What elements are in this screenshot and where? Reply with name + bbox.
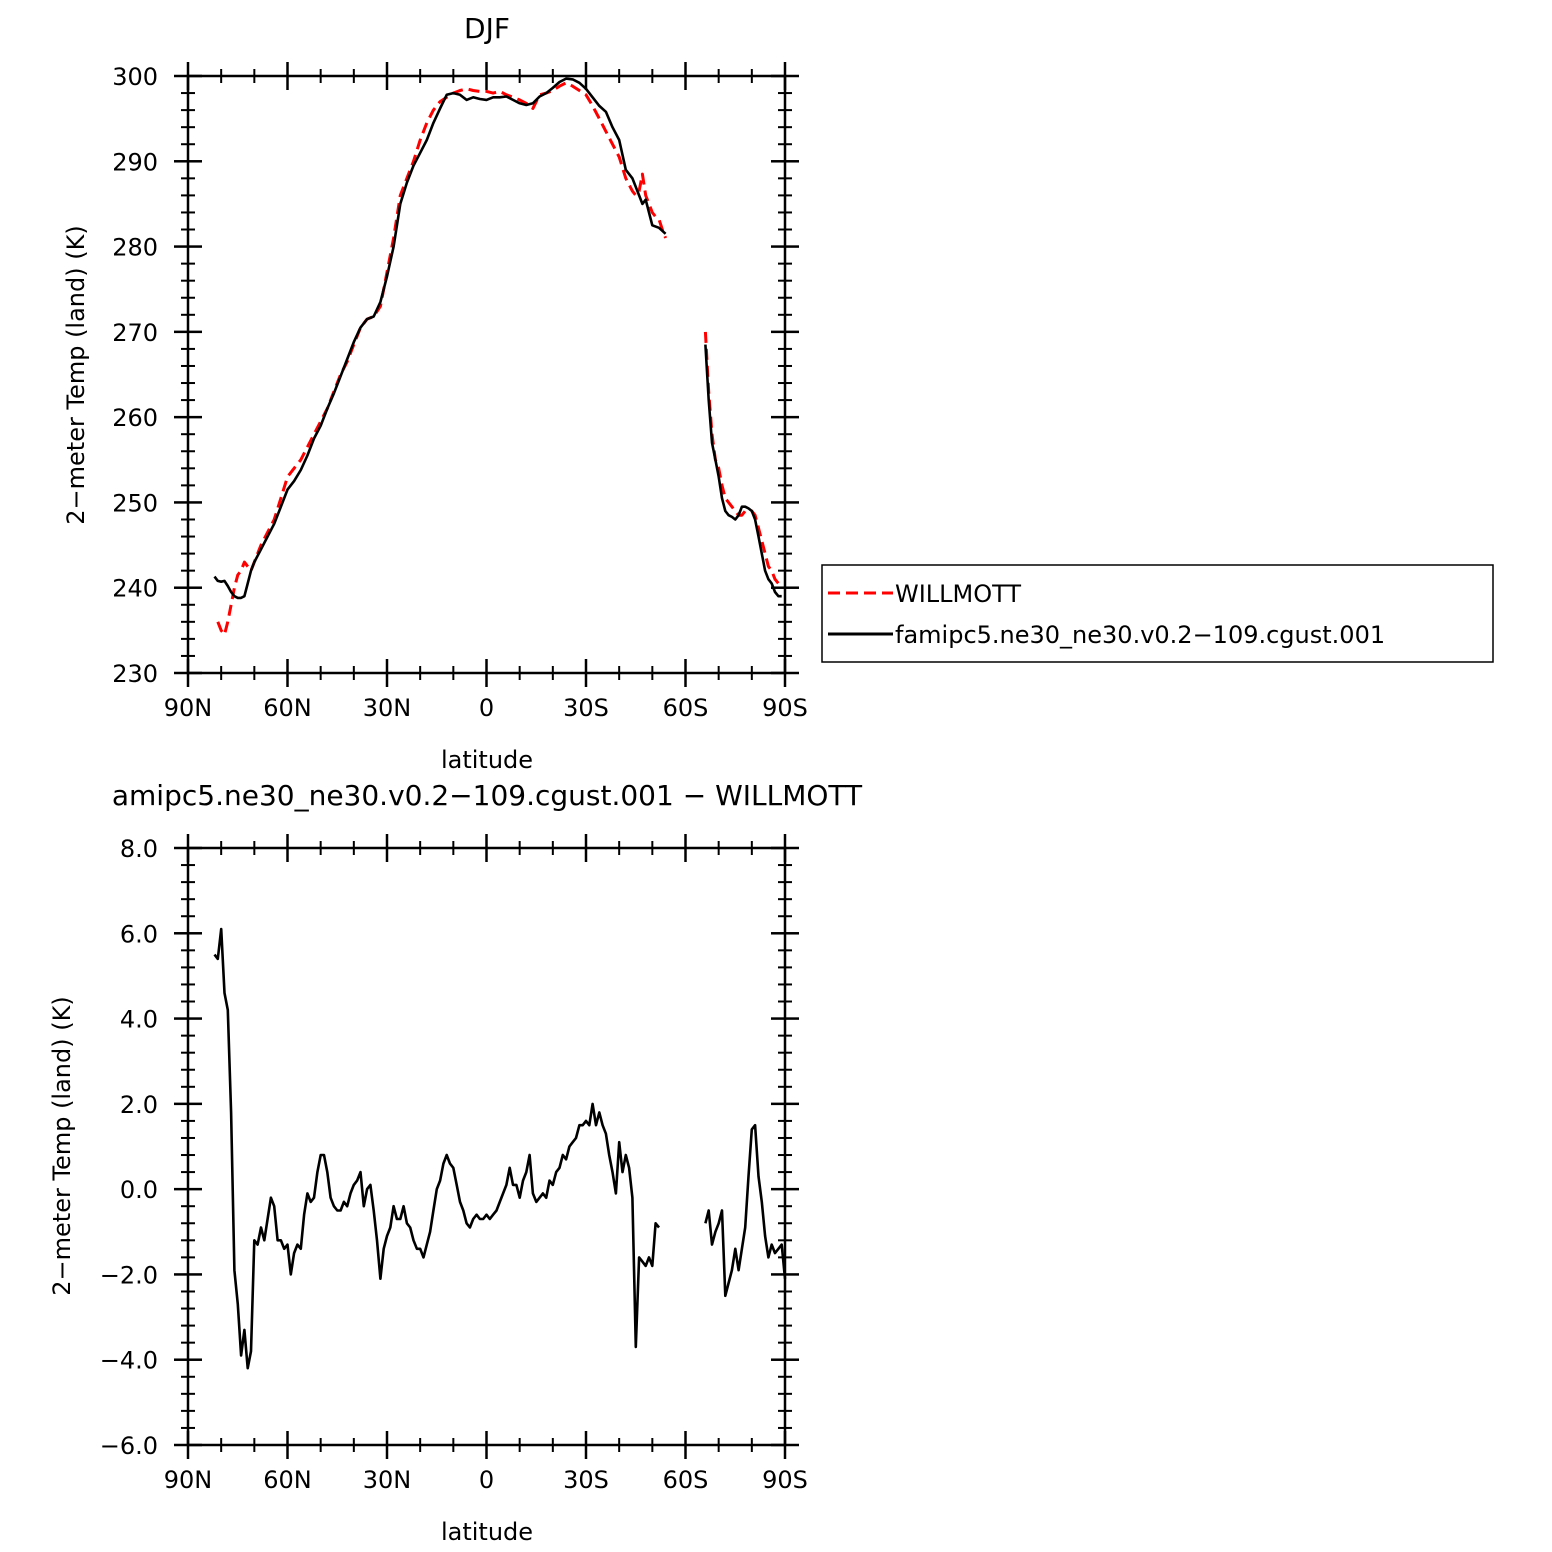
bottom-tick-labels: 90N 60N 30N 0 30S 60S 90S −6.0 −4.0 −2.0 0.0 2.0 4.0… <box>100 835 808 1494</box>
bottom-series-0-segment-1 <box>704 1123 787 1298</box>
bottom-y-tick-label: −2.0 <box>100 1261 158 1289</box>
bottom-y-tick-label: 0.0 <box>120 1176 158 1204</box>
top-y-tick-label: 300 <box>112 63 158 91</box>
top-axes-ticks <box>174 62 799 687</box>
top-y-axis-label: 2−meter Temp (land) (K) <box>62 225 90 524</box>
top-series-1-segment-0 <box>213 77 667 600</box>
top-y-tick-label: 270 <box>112 319 158 347</box>
top-y-tick-label: 250 <box>112 489 158 517</box>
legend-label-willmott: WILLMOTT <box>895 580 1021 608</box>
bottom-y-tick-label: 4.0 <box>120 1006 158 1034</box>
bottom-x-tick-label: 60S <box>663 1466 709 1494</box>
top-x-tick-label: 90N <box>164 694 213 722</box>
legend-label-model: famipc5.ne30_ne30.v0.2−109.cgust.001 <box>895 621 1385 649</box>
bottom-y-tick-label: 2.0 <box>120 1091 158 1119</box>
bottom-x-tick-label: 90S <box>762 1466 808 1494</box>
bottom-y-tick-label: 6.0 <box>120 920 158 948</box>
top-x-tick-label: 30S <box>563 694 609 722</box>
top-chart-title: DJF <box>464 12 510 45</box>
bottom-x-tick-label: 60N <box>263 1466 312 1494</box>
legend-box <box>821 564 1494 663</box>
top-tick-labels: 90N 60N 30N 0 30S 60S 90S 230 240 250 260 270 280 290… <box>112 63 808 722</box>
top-y-tick-label: 240 <box>112 575 158 603</box>
top-x-tick-label: 90S <box>762 694 808 722</box>
bottom-chart-title: amipc5.ne30_ne30.v0.2−109.cgust.001 − WI… <box>112 779 863 812</box>
top-y-tick-label: 290 <box>112 148 158 176</box>
bottom-y-axis-label: 2−meter Temp (land) (K) <box>48 996 76 1295</box>
bottom-y-tick-label: −6.0 <box>100 1432 158 1460</box>
top-series-0-segment-0 <box>216 81 667 637</box>
top-panel: DJF latitude 2−meter Temp (land) (K) 90N… <box>62 12 808 774</box>
legend: WILLMOTT famipc5.ne30_ne30.v0.2−109.cgus… <box>821 564 1494 663</box>
top-plot-frame <box>186 74 787 675</box>
bottom-series-0-segment-0 <box>213 927 661 1370</box>
top-x-tick-label: 60N <box>263 694 312 722</box>
bottom-y-tick-label: −4.0 <box>100 1347 158 1375</box>
bottom-plot-lines <box>213 927 787 1370</box>
top-x-axis-label: latitude <box>441 746 533 774</box>
bottom-panel: amipc5.ne30_ne30.v0.2−109.cgust.001 − WI… <box>48 779 863 1546</box>
top-x-tick-label: 30N <box>363 694 412 722</box>
top-y-tick-label: 260 <box>112 404 158 432</box>
top-x-tick-label: 0 <box>479 694 494 722</box>
bottom-x-tick-label: 90N <box>164 1466 213 1494</box>
top-series-0-segment-1 <box>703 331 783 587</box>
bottom-x-axis-label: latitude <box>441 1518 533 1546</box>
bottom-x-tick-label: 0 <box>479 1466 494 1494</box>
bottom-x-tick-label: 30S <box>563 1466 609 1494</box>
top-y-tick-label: 230 <box>112 660 158 688</box>
bottom-axes-ticks <box>174 834 799 1459</box>
bottom-y-tick-label: 8.0 <box>120 835 158 863</box>
top-y-tick-label: 280 <box>112 234 158 262</box>
top-x-tick-label: 60S <box>663 694 709 722</box>
bottom-x-tick-label: 30N <box>363 1466 412 1494</box>
top-series-1-segment-1 <box>704 344 782 598</box>
bottom-plot-frame <box>186 846 787 1447</box>
top-plot-lines <box>213 77 783 637</box>
